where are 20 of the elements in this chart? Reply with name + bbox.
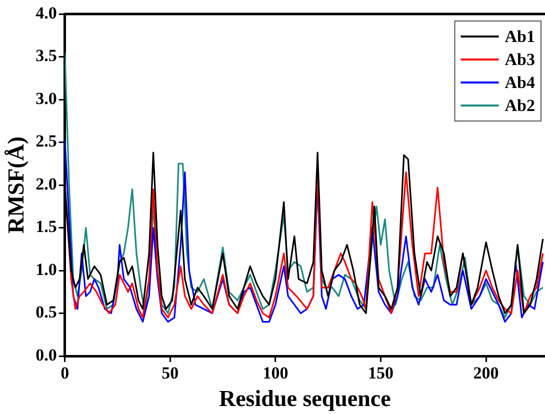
- y-tick-label: 2.0: [36, 174, 57, 194]
- y-tick-label: 1.5: [36, 217, 57, 236]
- x-tick-label: 150: [368, 364, 394, 383]
- y-tick-label: 3.0: [36, 88, 57, 108]
- y-tick-label: 0.0: [36, 345, 57, 364]
- y-tick-label: 0.5: [36, 302, 57, 322]
- legend-label: Ab2: [504, 96, 536, 115]
- x-axis-title: Residue sequence: [218, 386, 391, 412]
- legend-label: Ab3: [504, 50, 536, 69]
- y-tick-label: 3.5: [36, 46, 57, 66]
- x-tick-label: 100: [262, 364, 288, 383]
- legend-label: Ab1: [504, 26, 536, 46]
- y-axis-title: RMSF(Å): [4, 136, 29, 234]
- y-tick-label: 1.0: [36, 260, 57, 279]
- y-tick-label: 4.0: [36, 3, 57, 22]
- legend-label: Ab4: [504, 72, 536, 92]
- y-tick-label: 2.5: [36, 132, 57, 151]
- x-tick-label: 50: [162, 364, 179, 383]
- x-tick-label: 0: [60, 364, 70, 383]
- x-tick-label: 200: [473, 364, 499, 383]
